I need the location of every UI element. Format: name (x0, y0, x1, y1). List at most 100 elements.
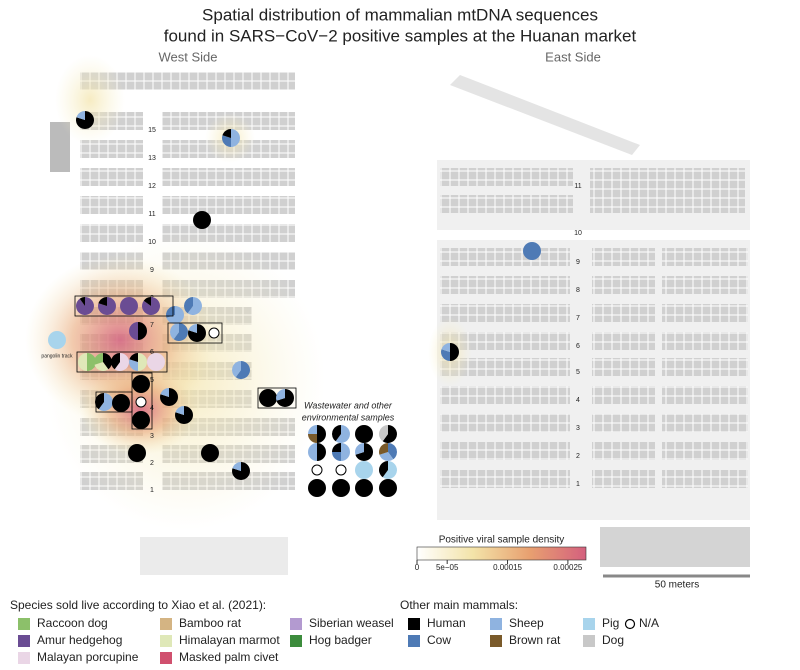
row-label: 2 (150, 460, 154, 467)
legend-title: Other main mammals: (400, 598, 518, 612)
pie-slice (222, 135, 231, 147)
stall-row (662, 414, 748, 432)
legend-label: Amur hedgehog (37, 633, 122, 647)
pie-slice (160, 388, 169, 397)
pie-slice (379, 425, 388, 442)
pie-slice (235, 361, 250, 379)
stall-row (662, 442, 748, 460)
stall-row (662, 358, 748, 376)
pie-slice (184, 297, 193, 314)
pie-slice (76, 111, 85, 120)
legend-label: Pig (602, 616, 619, 630)
pie-slice (79, 297, 85, 306)
legend-label: Malayan porcupine (37, 650, 139, 664)
stall-row (440, 248, 570, 266)
pie-slice (173, 323, 189, 341)
density-tick-label: 0.00025 (553, 563, 582, 572)
stall-row (80, 140, 143, 158)
group-box (257, 387, 297, 409)
group-box (74, 295, 174, 317)
density-tick-label: 0.00015 (493, 563, 522, 572)
stall-row (592, 414, 655, 432)
legend-label: Bamboo rat (179, 616, 242, 630)
pie-slice (120, 297, 138, 315)
legend-label: Raccoon dog (37, 616, 108, 630)
legend-label: Cow (427, 633, 451, 647)
legend-label: Himalayan marmot (179, 633, 280, 647)
pie-slice (317, 443, 326, 461)
pie-slice (138, 322, 147, 340)
stall-row (440, 332, 570, 350)
legend-swatch (408, 618, 420, 630)
pie-slice (147, 353, 165, 371)
pie-slice (95, 393, 104, 410)
row-label: 2 (576, 453, 580, 460)
pie-slice (98, 393, 114, 411)
legend-swatch (290, 618, 302, 630)
pie-slice (129, 359, 138, 371)
row-label: 7 (576, 315, 580, 322)
density-title: Positive viral sample density (439, 535, 565, 546)
pie-slice (341, 443, 350, 461)
stall-row (592, 332, 655, 350)
legend-swatch (490, 618, 502, 630)
pie-slice (335, 464, 347, 476)
legend-label: Sheep (509, 616, 544, 630)
stall-row (662, 276, 748, 294)
pie-slice (332, 425, 341, 442)
pie-slice (379, 461, 388, 478)
pie-slice (103, 353, 113, 370)
legend-label: Hog badger (309, 633, 372, 647)
pie-slice (450, 343, 459, 361)
pie-slice (188, 324, 197, 333)
legend-swatch (408, 635, 420, 647)
wastewater-label: environmental samples (302, 412, 395, 422)
legend-swatch (18, 618, 30, 630)
row-label: 3 (576, 425, 580, 432)
pie-slice (379, 452, 394, 462)
pie-slice (317, 425, 326, 443)
pie-slice (222, 129, 231, 138)
group-box (131, 372, 153, 430)
row-label: 1 (150, 487, 154, 494)
legend-label: Human (427, 616, 466, 630)
legend-label: Dog (602, 633, 624, 647)
legend-swatch (160, 635, 172, 647)
pie-slice (187, 324, 206, 342)
pie-slice (379, 443, 388, 455)
stall-row (80, 196, 143, 214)
pie-slice (87, 353, 96, 371)
pie-slice (441, 343, 450, 352)
pie-slice (187, 297, 202, 315)
pie-slice (129, 353, 138, 362)
density-tick-label: 0 (415, 563, 420, 572)
pie-slice (332, 443, 341, 452)
pie-slice (355, 443, 364, 455)
stall-row (440, 358, 570, 376)
pie-slice (128, 444, 146, 462)
pie-slice (355, 479, 373, 497)
pie-slice (143, 297, 151, 306)
pie-slice (355, 461, 373, 479)
stall-row (440, 304, 570, 322)
row-label: 11 (148, 211, 155, 218)
pie-slice (78, 353, 87, 371)
pie-slice (112, 394, 130, 412)
pie-slice (138, 353, 147, 371)
pie-slice (311, 464, 323, 476)
pie-slice (388, 443, 398, 460)
legend-swatch (290, 635, 302, 647)
pie-slice (355, 425, 373, 443)
legend-swatch (18, 635, 30, 647)
pie-slice (132, 411, 150, 429)
pie-slice (382, 425, 397, 443)
row-label: 12 (148, 183, 156, 190)
row-label: 10 (148, 239, 156, 246)
stall-row (80, 224, 143, 242)
stall-row (440, 168, 573, 186)
pie-slice (135, 396, 147, 408)
title-line: found in SARS−CoV−2 positive samples at … (164, 26, 637, 45)
stall-row (590, 168, 745, 213)
pie-slice (201, 444, 219, 462)
